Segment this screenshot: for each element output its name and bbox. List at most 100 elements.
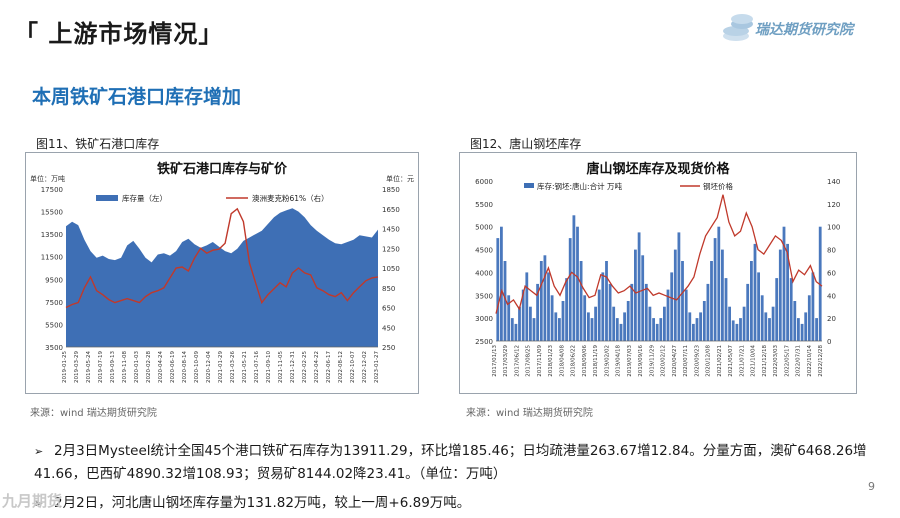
bar-inventory [692, 323, 695, 341]
y-right-tick-label: 850 [382, 285, 395, 293]
x-tick-label: 2021-09-10 [266, 351, 272, 383]
bar-inventory [612, 306, 616, 341]
bar-inventory [699, 312, 702, 341]
y-left-tick-label: 4500 [475, 247, 493, 255]
x-tick-label: 2020/02/12 [661, 345, 667, 377]
x-tick-label: 2020-01-03 [134, 351, 140, 383]
y-left-tick-label: 4000 [475, 269, 493, 277]
bar-inventory [800, 323, 804, 341]
y-left-tick-label: 3500 [475, 292, 493, 300]
bar-inventory [496, 238, 500, 341]
x-tick-label: 2021/12/18 [762, 345, 768, 377]
bar-inventory [775, 278, 779, 341]
bar-inventory [815, 318, 818, 341]
x-tick-label: 2017/11/09 [537, 345, 543, 377]
y-left-tick-label: 5500 [475, 201, 493, 209]
bar-inventory [731, 320, 735, 341]
bar-inventory [728, 306, 731, 341]
bar-inventory [768, 318, 771, 341]
y-left-tick-label: 9500 [45, 276, 63, 284]
bar-inventory [713, 238, 717, 341]
bar-inventory [684, 289, 688, 341]
bar-inventory [601, 272, 605, 341]
x-tick-label: 2022/10/14 [807, 345, 813, 377]
x-tick-label: 2020/09/23 [694, 345, 700, 377]
x-tick-label: 2019-09-13 [110, 351, 116, 383]
bar-inventory [536, 283, 539, 341]
x-tick-label: 2021/02/21 [717, 345, 723, 377]
chart-tangshan-billet: 唐山钢坯库存及现货价格 库存:钢坯:唐山:合计 万吨 钢坯价格 6000 5500 500… [459, 152, 857, 394]
x-tick-label: 2019/07/03 [627, 345, 633, 377]
bar-inventory [503, 261, 507, 341]
bar-inventory [510, 318, 514, 341]
bar-inventory [677, 232, 681, 341]
bar-inventory [619, 323, 623, 341]
x-tick-label: 2019/02/02 [604, 345, 610, 377]
bar-inventory [757, 272, 760, 341]
bar-inventory [525, 272, 529, 341]
bar-inventory [634, 249, 637, 341]
y-right-tick-label: 250 [382, 344, 395, 352]
x-tick-label: 2020/04/27 [672, 345, 678, 377]
legend-swatch-inventory [96, 195, 118, 201]
legend-swatch-inventory [524, 183, 534, 188]
y-left-tick-label: 3500 [45, 344, 63, 352]
x-tick-label: 2021-11-05 [278, 351, 284, 383]
legend-label: 澳洲麦克粉61%（右） [252, 193, 329, 203]
x-tick-label: 2019-07-19 [98, 351, 104, 383]
page-title: 「 上游市场情况」 [14, 20, 224, 48]
x-tick-label: 2018/01/23 [548, 345, 554, 377]
bar-inventory [572, 215, 576, 341]
bar-inventory [529, 306, 532, 341]
bar-inventory [804, 312, 808, 341]
x-tick-label: 2020-02-28 [146, 351, 152, 383]
x-tick-label: 2022/05/17 [784, 345, 790, 377]
x-tick-label: 2018/06/22 [571, 345, 577, 377]
left-axis-unit: 单位：万吨 [30, 174, 65, 183]
bullet-text: 2月3日Mysteel统计全国45个港口铁矿石库存为13911.29，环比增18… [34, 443, 867, 482]
bullet-point-2: ➢ 2月2日，河北唐山钢坯库存量为131.82万吨，较上一周+6.89万吨。 [34, 492, 869, 515]
bar-inventory [724, 278, 728, 341]
bar-inventory [554, 312, 558, 341]
bar-inventory [764, 312, 768, 341]
bar-inventory [641, 255, 645, 341]
x-tick-label: 2018/09/06 [582, 345, 588, 377]
x-tick-label: 2019-01-25 [62, 351, 68, 383]
chart-iron-ore: 铁矿石港口库存与矿价 单位：万吨 单位：元 库存量（左） 澳洲麦克粉61%（右） 1750… [25, 152, 419, 394]
y-right-tick-label: 40 [827, 292, 836, 300]
figure-caption: 图12、唐山钢坯库存 [470, 137, 582, 151]
bar-inventory [710, 261, 713, 341]
x-tick-label: 2021-05-21 [242, 351, 248, 383]
y-right-tick-label: 1450 [382, 226, 400, 234]
figure-source: 来源：wind 瑞达期货研究院 [466, 408, 593, 419]
legend-label: 钢坯价格 [703, 181, 733, 191]
x-tick-label: 2022-06-17 [326, 351, 332, 383]
bar-inventory [655, 323, 659, 341]
bar-inventory [597, 289, 601, 341]
bar-inventory [778, 249, 782, 341]
coin-stack-icon [723, 14, 753, 41]
y-right-tick-label: 20 [827, 315, 836, 323]
bar-inventory [500, 226, 503, 341]
bar-inventory [514, 323, 518, 341]
y-left-tick-label: 6000 [475, 178, 493, 186]
watermark: 九月期货 [2, 492, 63, 510]
x-tick-label: 2022-02-25 [302, 351, 308, 383]
bar-inventory [568, 238, 572, 341]
bar-inventory [742, 306, 746, 341]
bar-inventory [561, 301, 565, 341]
bar-inventory [793, 301, 797, 341]
x-tick-label: 2019-03-29 [74, 351, 80, 383]
x-tick-label: 2018/11/19 [593, 345, 599, 377]
bar-inventory [565, 278, 568, 341]
bar-inventory [739, 318, 742, 341]
bar-inventory [760, 295, 764, 341]
bar-inventory [583, 295, 587, 341]
x-tick-label: 2020-06-19 [170, 351, 176, 383]
x-tick-label: 2022-04-22 [314, 351, 320, 383]
logo-text: 瑞达期货研究院 [755, 22, 853, 38]
bar-inventory [717, 226, 721, 341]
page-number: 9 [868, 480, 875, 493]
